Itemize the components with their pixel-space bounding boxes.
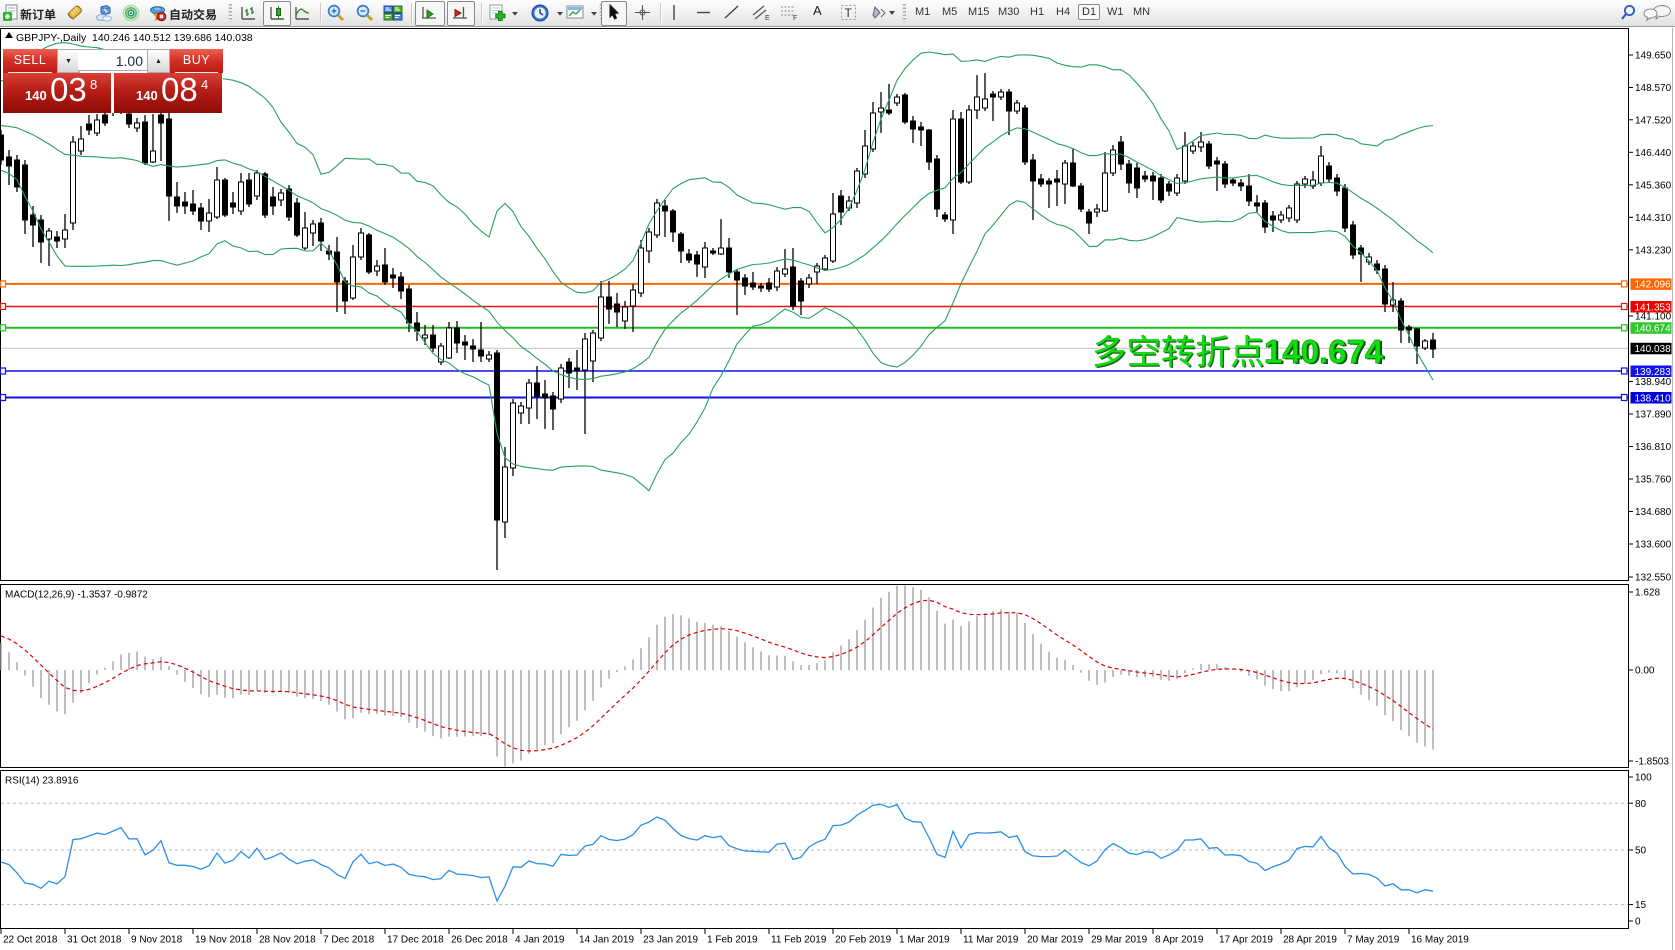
svg-text:19 Nov 2018: 19 Nov 2018 bbox=[195, 935, 252, 946]
svg-text:MACD(12,26,9) -1.3537 -0.9872: MACD(12,26,9) -1.3537 -0.9872 bbox=[5, 590, 148, 601]
svg-text:140.038: 140.038 bbox=[1635, 344, 1672, 355]
svg-text:0: 0 bbox=[1635, 917, 1641, 928]
svg-text:29 Mar 2019: 29 Mar 2019 bbox=[1091, 935, 1148, 946]
svg-text:138.410: 138.410 bbox=[1635, 393, 1672, 404]
svg-text:20 Feb 2019: 20 Feb 2019 bbox=[835, 935, 892, 946]
svg-text:100: 100 bbox=[1635, 773, 1652, 784]
svg-text:14 Jan 2019: 14 Jan 2019 bbox=[579, 935, 634, 946]
svg-text:20 Mar 2019: 20 Mar 2019 bbox=[1027, 935, 1084, 946]
svg-text:-1.8503: -1.8503 bbox=[1635, 757, 1669, 768]
svg-text:143.230: 143.230 bbox=[1635, 245, 1672, 256]
svg-text:28 Nov 2018: 28 Nov 2018 bbox=[259, 935, 316, 946]
svg-text:142.096: 142.096 bbox=[1635, 280, 1672, 291]
svg-text:7 May 2019: 7 May 2019 bbox=[1347, 935, 1400, 946]
svg-text:50: 50 bbox=[1635, 846, 1647, 857]
svg-text:140.674: 140.674 bbox=[1635, 324, 1672, 335]
svg-text:135.760: 135.760 bbox=[1635, 475, 1672, 486]
svg-text:28 Apr 2019: 28 Apr 2019 bbox=[1283, 935, 1337, 946]
svg-text:138.940: 138.940 bbox=[1635, 377, 1672, 388]
svg-text:9 Nov 2018: 9 Nov 2018 bbox=[131, 935, 183, 946]
svg-text:133.600: 133.600 bbox=[1635, 540, 1672, 551]
svg-text:17 Dec 2018: 17 Dec 2018 bbox=[387, 935, 444, 946]
svg-text:11 Mar 2019: 11 Mar 2019 bbox=[963, 935, 1019, 946]
svg-text:149.650: 149.650 bbox=[1635, 51, 1672, 62]
svg-text:140.674: 140.674 bbox=[1264, 333, 1384, 370]
svg-text:0.00: 0.00 bbox=[1635, 666, 1655, 677]
svg-text:136.810: 136.810 bbox=[1635, 442, 1672, 453]
svg-text:17 Apr 2019: 17 Apr 2019 bbox=[1219, 935, 1273, 946]
svg-text:147.520: 147.520 bbox=[1635, 115, 1672, 126]
svg-text:22 Oct 2018: 22 Oct 2018 bbox=[3, 935, 58, 946]
svg-text:26 Dec 2018: 26 Dec 2018 bbox=[451, 935, 508, 946]
svg-text:F: F bbox=[793, 15, 797, 21]
svg-text:141.100: 141.100 bbox=[1635, 312, 1672, 323]
svg-text:8 Apr 2019: 8 Apr 2019 bbox=[1155, 935, 1204, 946]
svg-text:145.360: 145.360 bbox=[1635, 180, 1672, 191]
svg-text:T: T bbox=[845, 6, 853, 20]
svg-text:1 Mar 2019: 1 Mar 2019 bbox=[899, 935, 950, 946]
svg-text:11 Feb 2019: 11 Feb 2019 bbox=[771, 935, 827, 946]
svg-text:141.353: 141.353 bbox=[1635, 302, 1672, 313]
svg-text:RSI(14) 23.8916: RSI(14) 23.8916 bbox=[5, 776, 79, 787]
svg-text:15: 15 bbox=[1635, 900, 1647, 911]
svg-text:7 Dec 2018: 7 Dec 2018 bbox=[323, 935, 375, 946]
svg-text:132.550: 132.550 bbox=[1635, 573, 1672, 584]
svg-text:144.310: 144.310 bbox=[1635, 213, 1672, 224]
svg-text:E: E bbox=[765, 15, 770, 21]
svg-text:137.890: 137.890 bbox=[1635, 410, 1672, 421]
svg-text:1 Feb 2019: 1 Feb 2019 bbox=[707, 935, 758, 946]
svg-text:139.283: 139.283 bbox=[1635, 367, 1672, 378]
svg-text:23 Jan 2019: 23 Jan 2019 bbox=[643, 935, 698, 946]
svg-text:31 Oct 2018: 31 Oct 2018 bbox=[67, 935, 122, 946]
svg-text:134.680: 134.680 bbox=[1635, 507, 1672, 518]
svg-text:GBPJPY-,Daily 140.246 140.512: GBPJPY-,Daily 140.246 140.512 139.686 14… bbox=[16, 32, 253, 44]
svg-text:4 Jan 2019: 4 Jan 2019 bbox=[515, 935, 565, 946]
svg-text:148.570: 148.570 bbox=[1635, 83, 1672, 94]
svg-text:16 May 2019: 16 May 2019 bbox=[1411, 935, 1469, 946]
svg-text:80: 80 bbox=[1635, 799, 1647, 810]
svg-text:146.440: 146.440 bbox=[1635, 148, 1672, 159]
svg-text:140.674: 140.674 bbox=[1266, 334, 1386, 371]
svg-text:1.628: 1.628 bbox=[1635, 588, 1660, 599]
